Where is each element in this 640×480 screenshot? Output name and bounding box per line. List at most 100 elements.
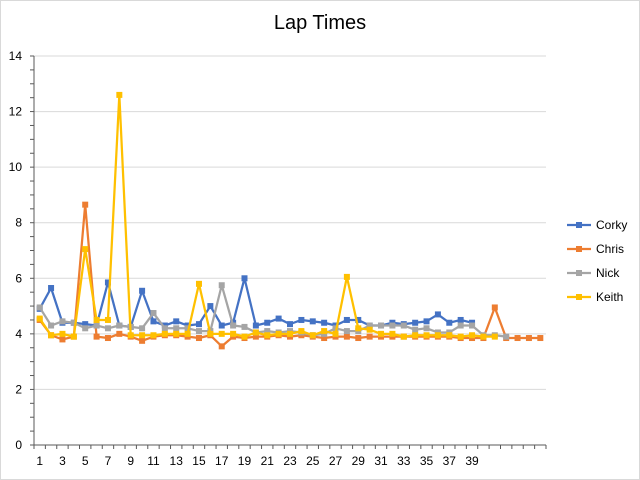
data-point-corky [82,321,89,328]
data-point-nick [264,328,271,335]
y-axis-ticks: 0 2 4 6 8 10 12 14 [9,49,23,452]
legend-label-nick: Nick [596,266,620,280]
x-tick-label: 29 [352,454,366,468]
data-point-nick [400,322,407,329]
data-point-keith [116,91,123,98]
data-point-keith [241,333,248,340]
data-point-keith [195,280,202,287]
data-point-nick [469,322,476,329]
data-point-corky [309,318,316,325]
data-point-corky [287,321,293,328]
chart-title: Lap Times [273,12,367,34]
legend-swatch-marker [576,270,582,276]
data-point-keith [469,332,476,339]
x-tick-label: 9 [127,454,134,468]
data-point-chris [104,335,111,342]
y-tick-label: 0 [15,438,22,452]
data-point-nick [218,282,225,289]
y-tick-label: 6 [15,271,22,285]
data-point-corky [423,318,430,325]
data-point-nick [59,318,66,325]
data-point-keith [218,330,225,337]
data-point-nick [104,325,111,332]
data-point-nick [36,304,43,311]
x-tick-label: 21 [261,454,275,468]
data-point-keith [321,328,328,335]
x-tick-label: 35 [420,454,434,468]
data-point-keith [457,333,464,340]
data-point-chris [321,335,328,342]
data-point-keith [400,333,407,340]
data-point-keith [423,332,430,339]
data-point-nick [93,322,100,329]
data-point-corky [355,316,362,323]
data-point-keith [298,328,305,335]
data-point-keith [150,332,157,339]
legend-swatch-marker [576,246,582,252]
data-point-nick [82,325,89,332]
data-point-chris [59,336,66,343]
x-tick-label: 5 [82,454,89,468]
x-tick-label: 39 [465,454,479,468]
data-point-nick [195,328,202,335]
legend-label-corky: Corky [596,218,627,232]
x-axis-ticks: 1 3 5 7 9 11 13 15 17 19 21 23 25 27 29 31 33 35 37 39 [36,454,479,468]
y-tick-label: 2 [15,382,22,396]
data-point-keith [173,330,180,337]
legend-item-keith: Keith [567,290,623,304]
data-point-corky [150,318,157,325]
data-point-keith [480,333,487,340]
data-point-nick [503,333,510,340]
x-tick-label: 13 [170,454,184,468]
data-point-corky [173,318,180,325]
data-point-corky [321,319,328,326]
y-tick-label: 8 [15,216,22,230]
data-point-nick [48,322,55,329]
data-point-chris [514,335,521,342]
data-point-chris [93,333,100,340]
data-point-keith [48,332,55,339]
data-point-corky [48,285,55,292]
data-point-keith [412,332,419,339]
data-point-corky [298,316,305,323]
x-tick-label: 11 [147,454,160,468]
series-corky [36,275,476,330]
x-tick-label: 7 [105,454,112,468]
data-point-nick [366,322,373,329]
x-tick-label: 1 [36,454,43,468]
data-point-nick [116,322,123,329]
data-point-chris [139,337,146,344]
data-point-corky [252,322,259,329]
data-point-chris [116,330,123,337]
data-point-keith [264,332,271,339]
data-point-corky [275,315,282,322]
series-layer [36,91,544,350]
data-point-keith [275,330,282,337]
data-point-keith [434,332,441,339]
data-point-corky [412,319,419,326]
y-tick-label: 10 [9,160,23,174]
series-line-keith [38,93,495,338]
data-point-keith [59,330,66,337]
data-point-keith [252,329,259,336]
data-point-keith [366,326,373,333]
data-point-chris [355,335,362,342]
data-point-corky [218,322,225,329]
data-point-chris [218,343,225,350]
data-point-keith [332,330,339,337]
data-point-nick [184,325,191,332]
data-point-chris [252,333,259,340]
x-tick-label: 25 [306,454,320,468]
data-point-keith [207,330,214,337]
legend-label-chris: Chris [596,242,624,256]
data-point-corky [264,319,271,326]
x-tick-label: 15 [192,454,206,468]
data-point-keith [230,330,237,337]
legend-item-corky: Corky [567,218,627,232]
x-tick-label: 23 [283,454,297,468]
legend-item-nick: Nick [567,266,620,280]
legend-swatch-marker [576,294,582,300]
legend-item-chris: Chris [567,242,624,256]
data-point-keith [491,333,498,340]
